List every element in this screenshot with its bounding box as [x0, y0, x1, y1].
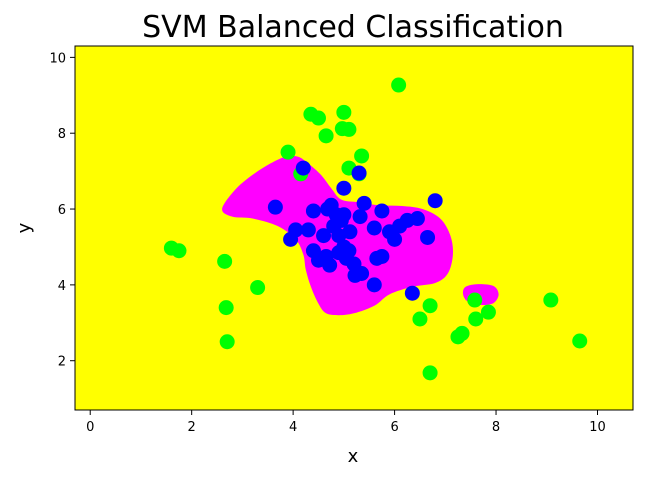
data-point: [305, 203, 321, 219]
data-point: [366, 220, 382, 236]
data-point: [454, 325, 470, 341]
data-point: [341, 243, 357, 259]
x-tick-label: 10: [589, 420, 606, 435]
data-point: [356, 195, 372, 211]
data-point: [572, 333, 588, 349]
data-point: [280, 144, 296, 160]
y-tick-label: 4: [58, 279, 66, 294]
chart-title: SVM Balanced Classification: [142, 10, 564, 45]
data-point: [295, 160, 311, 176]
y-tick-label: 2: [58, 355, 66, 370]
data-point: [288, 222, 304, 238]
data-point: [217, 253, 233, 269]
data-point: [422, 298, 438, 314]
data-point: [171, 243, 187, 259]
data-point: [310, 110, 326, 126]
x-axis-title: x: [348, 446, 359, 467]
data-point: [391, 77, 407, 93]
x-tick-label: 0: [86, 420, 94, 435]
data-point: [342, 224, 358, 240]
data-point: [412, 311, 428, 327]
data-point: [422, 365, 438, 381]
data-point: [219, 334, 235, 350]
data-point: [267, 199, 283, 215]
data-point: [354, 148, 370, 164]
data-point: [387, 231, 403, 247]
data-point: [420, 229, 436, 245]
plot-area: [74, 45, 634, 411]
data-point: [351, 165, 367, 181]
data-points: [163, 77, 588, 381]
data-point: [374, 203, 390, 219]
data-point: [354, 266, 370, 281]
data-point: [336, 104, 352, 120]
data-point: [316, 228, 332, 244]
data-point: [250, 280, 266, 296]
x-tick-label: 8: [492, 420, 500, 435]
y-tick-label: 8: [58, 127, 66, 142]
data-point: [352, 209, 368, 225]
data-point: [341, 121, 357, 137]
y-tick-label: 6: [58, 203, 66, 218]
x-tick-label: 4: [289, 420, 297, 435]
data-point: [480, 304, 496, 320]
x-tick-label: 2: [188, 420, 196, 435]
data-point: [468, 311, 484, 327]
data-point: [427, 193, 443, 209]
data-point: [322, 257, 338, 273]
data-point: [336, 180, 352, 196]
y-axis-title: y: [14, 222, 35, 233]
x-tick-label: 6: [390, 420, 398, 435]
data-point: [336, 207, 352, 223]
y-axis: 2 4 6 8 10: [49, 51, 75, 370]
data-point: [374, 248, 390, 264]
data-point: [300, 222, 316, 238]
data-point: [404, 285, 420, 301]
data-point: [467, 292, 483, 308]
data-point: [366, 277, 382, 293]
data-point: [218, 300, 234, 316]
y-tick-label: 10: [49, 51, 66, 66]
axes-frame: [74, 45, 634, 411]
x-axis: 0 2 4 6 8 10: [86, 410, 606, 435]
data-point: [409, 211, 425, 227]
data-point: [318, 128, 334, 144]
data-point: [543, 292, 559, 308]
